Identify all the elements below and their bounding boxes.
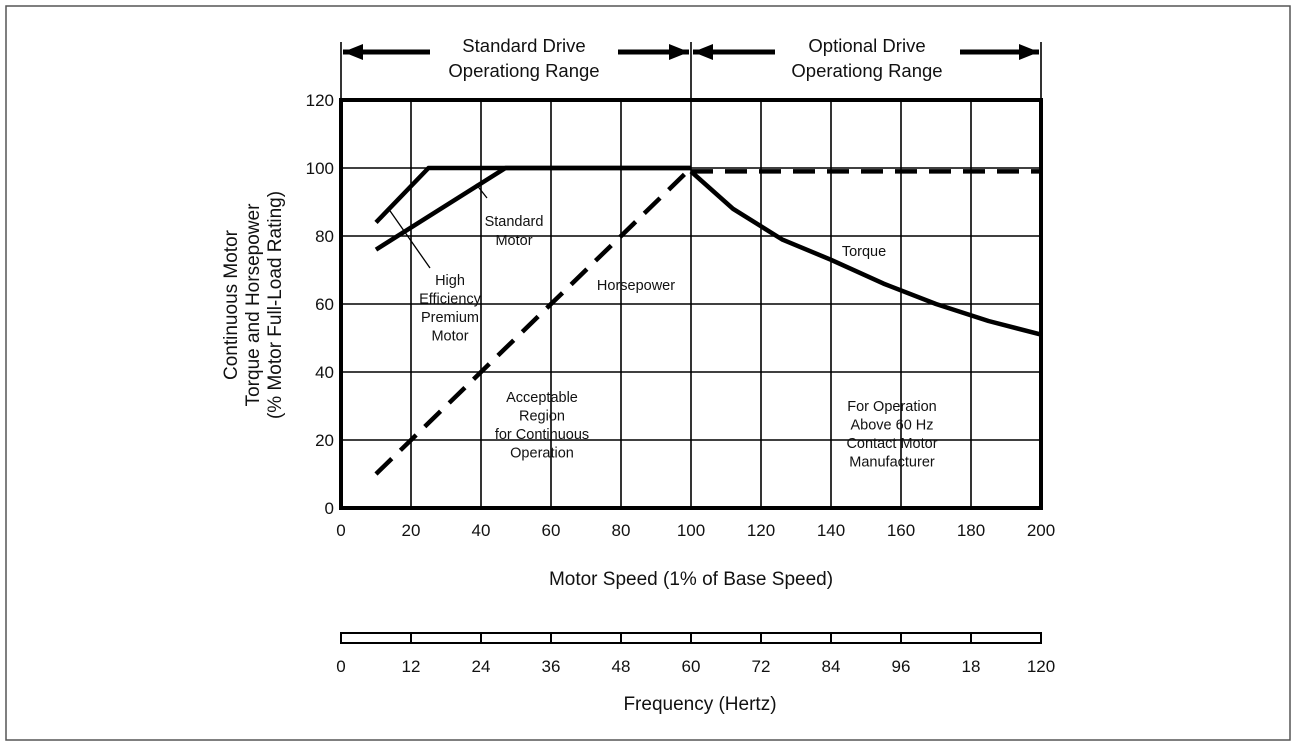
high-efficiency-label-line: High bbox=[435, 273, 465, 289]
y-axis-title: Continuous Motor Torque and Horsepower (… bbox=[221, 191, 286, 419]
optional-range-label-line: Operationg Range bbox=[791, 60, 942, 81]
y-tick-label: 100 bbox=[306, 159, 334, 178]
range-indicators: Standard Drive Operationg Range Optional D… bbox=[340, 35, 1042, 100]
annotations: Standard Motor High Efficiency Premium Motor H… bbox=[419, 214, 938, 471]
frequency-tick-label: 84 bbox=[822, 657, 841, 676]
frequency-tick-label: 12 bbox=[402, 657, 421, 676]
y-tick-label: 60 bbox=[315, 295, 334, 314]
y-tick-label: 0 bbox=[325, 499, 334, 518]
above-60hz-note-line: For Operation bbox=[847, 399, 936, 415]
frequency-axis-title: Frequency (Hertz) bbox=[623, 694, 776, 715]
optional-range-left-arrow-head bbox=[693, 44, 713, 60]
acceptable-region-label-line: Operation bbox=[510, 446, 574, 462]
optional-range-label-line: Optional Drive bbox=[808, 35, 925, 56]
series-group bbox=[374, 165, 1042, 476]
above-60hz-note-line: Above 60 Hz bbox=[850, 418, 933, 434]
series-line-standard-motor bbox=[374, 165, 691, 252]
standard-motor-leader bbox=[475, 183, 488, 199]
x-tick-labels: 0 20 40 60 80 100 120 140 160 180 200 bbox=[336, 521, 1055, 540]
x-axis-title: Motor Speed (1% of Base Speed) bbox=[549, 569, 833, 590]
high-efficiency-label-line: Premium bbox=[421, 310, 479, 326]
x-tick-label: 0 bbox=[336, 521, 345, 540]
x-tick-label: 100 bbox=[677, 521, 705, 540]
x-tick-label: 120 bbox=[747, 521, 775, 540]
standard-motor-label-line: Standard bbox=[485, 214, 544, 230]
frequency-tick-label: 0 bbox=[336, 657, 345, 676]
y-tick-labels: 0 20 40 60 80 100 120 bbox=[306, 91, 334, 518]
standard-range-label-line: Operationg Range bbox=[448, 60, 599, 81]
frequency-tick-label: 18 bbox=[962, 657, 981, 676]
y-axis-title-line-3: (% Motor Full-Load Rating) bbox=[265, 191, 286, 419]
torque-label-line: Torque bbox=[842, 244, 886, 260]
frequency-axis: 0 12 24 36 48 60 72 84 96 18 120 bbox=[336, 632, 1055, 676]
frequency-tick-label: 96 bbox=[892, 657, 911, 676]
annotation-leaders bbox=[387, 183, 488, 269]
series-line-horsepower bbox=[374, 166, 693, 476]
x-tick-label: 160 bbox=[887, 521, 915, 540]
y-tick-label: 40 bbox=[315, 363, 334, 382]
x-tick-label: 80 bbox=[612, 521, 631, 540]
frequency-tick-label: 48 bbox=[612, 657, 631, 676]
y-axis-title-line-1: Continuous Motor bbox=[221, 229, 242, 380]
above-60hz-note-line: Manufacturer bbox=[849, 455, 935, 471]
optional-range-right-arrow-head bbox=[1019, 44, 1039, 60]
standard-motor-label-line: Motor bbox=[495, 233, 532, 249]
y-tick-label: 80 bbox=[315, 227, 334, 246]
series-line-torque bbox=[689, 169, 1042, 337]
standard-range-label-line: Standard Drive bbox=[462, 35, 585, 56]
x-tick-label: 20 bbox=[402, 521, 421, 540]
standard-range-left-arrow-head bbox=[343, 44, 363, 60]
horsepower-label-line: Horsepower bbox=[597, 278, 675, 294]
acceptable-region-label-line: Acceptable bbox=[506, 390, 578, 406]
x-tick-label: 60 bbox=[542, 521, 561, 540]
x-tick-label: 200 bbox=[1027, 521, 1055, 540]
frequency-tick-label: 72 bbox=[752, 657, 771, 676]
acceptable-region-label-line: Region bbox=[519, 409, 565, 425]
acceptable-region-label-line: for Continuous bbox=[495, 427, 589, 443]
y-axis-title-line-2: Torque and Horsepower bbox=[243, 203, 264, 406]
y-tick-label: 120 bbox=[306, 91, 334, 110]
frequency-tick-label: 24 bbox=[472, 657, 491, 676]
x-tick-label: 180 bbox=[957, 521, 985, 540]
standard-range-right-arrow-head bbox=[669, 44, 689, 60]
y-tick-label: 20 bbox=[315, 431, 334, 450]
frequency-tick-label: 36 bbox=[542, 657, 561, 676]
high-efficiency-label-line: Efficiency bbox=[419, 292, 482, 308]
frequency-tick-label: 60 bbox=[682, 657, 701, 676]
high-efficiency-label-line: Motor bbox=[431, 329, 468, 345]
x-tick-label: 40 bbox=[472, 521, 491, 540]
x-tick-label: 140 bbox=[817, 521, 845, 540]
frequency-tick-label: 120 bbox=[1027, 657, 1055, 676]
high-efficiency-leader bbox=[387, 207, 431, 269]
figure-border bbox=[5, 5, 1291, 741]
above-60hz-note-line: Contact Motor bbox=[846, 436, 937, 452]
